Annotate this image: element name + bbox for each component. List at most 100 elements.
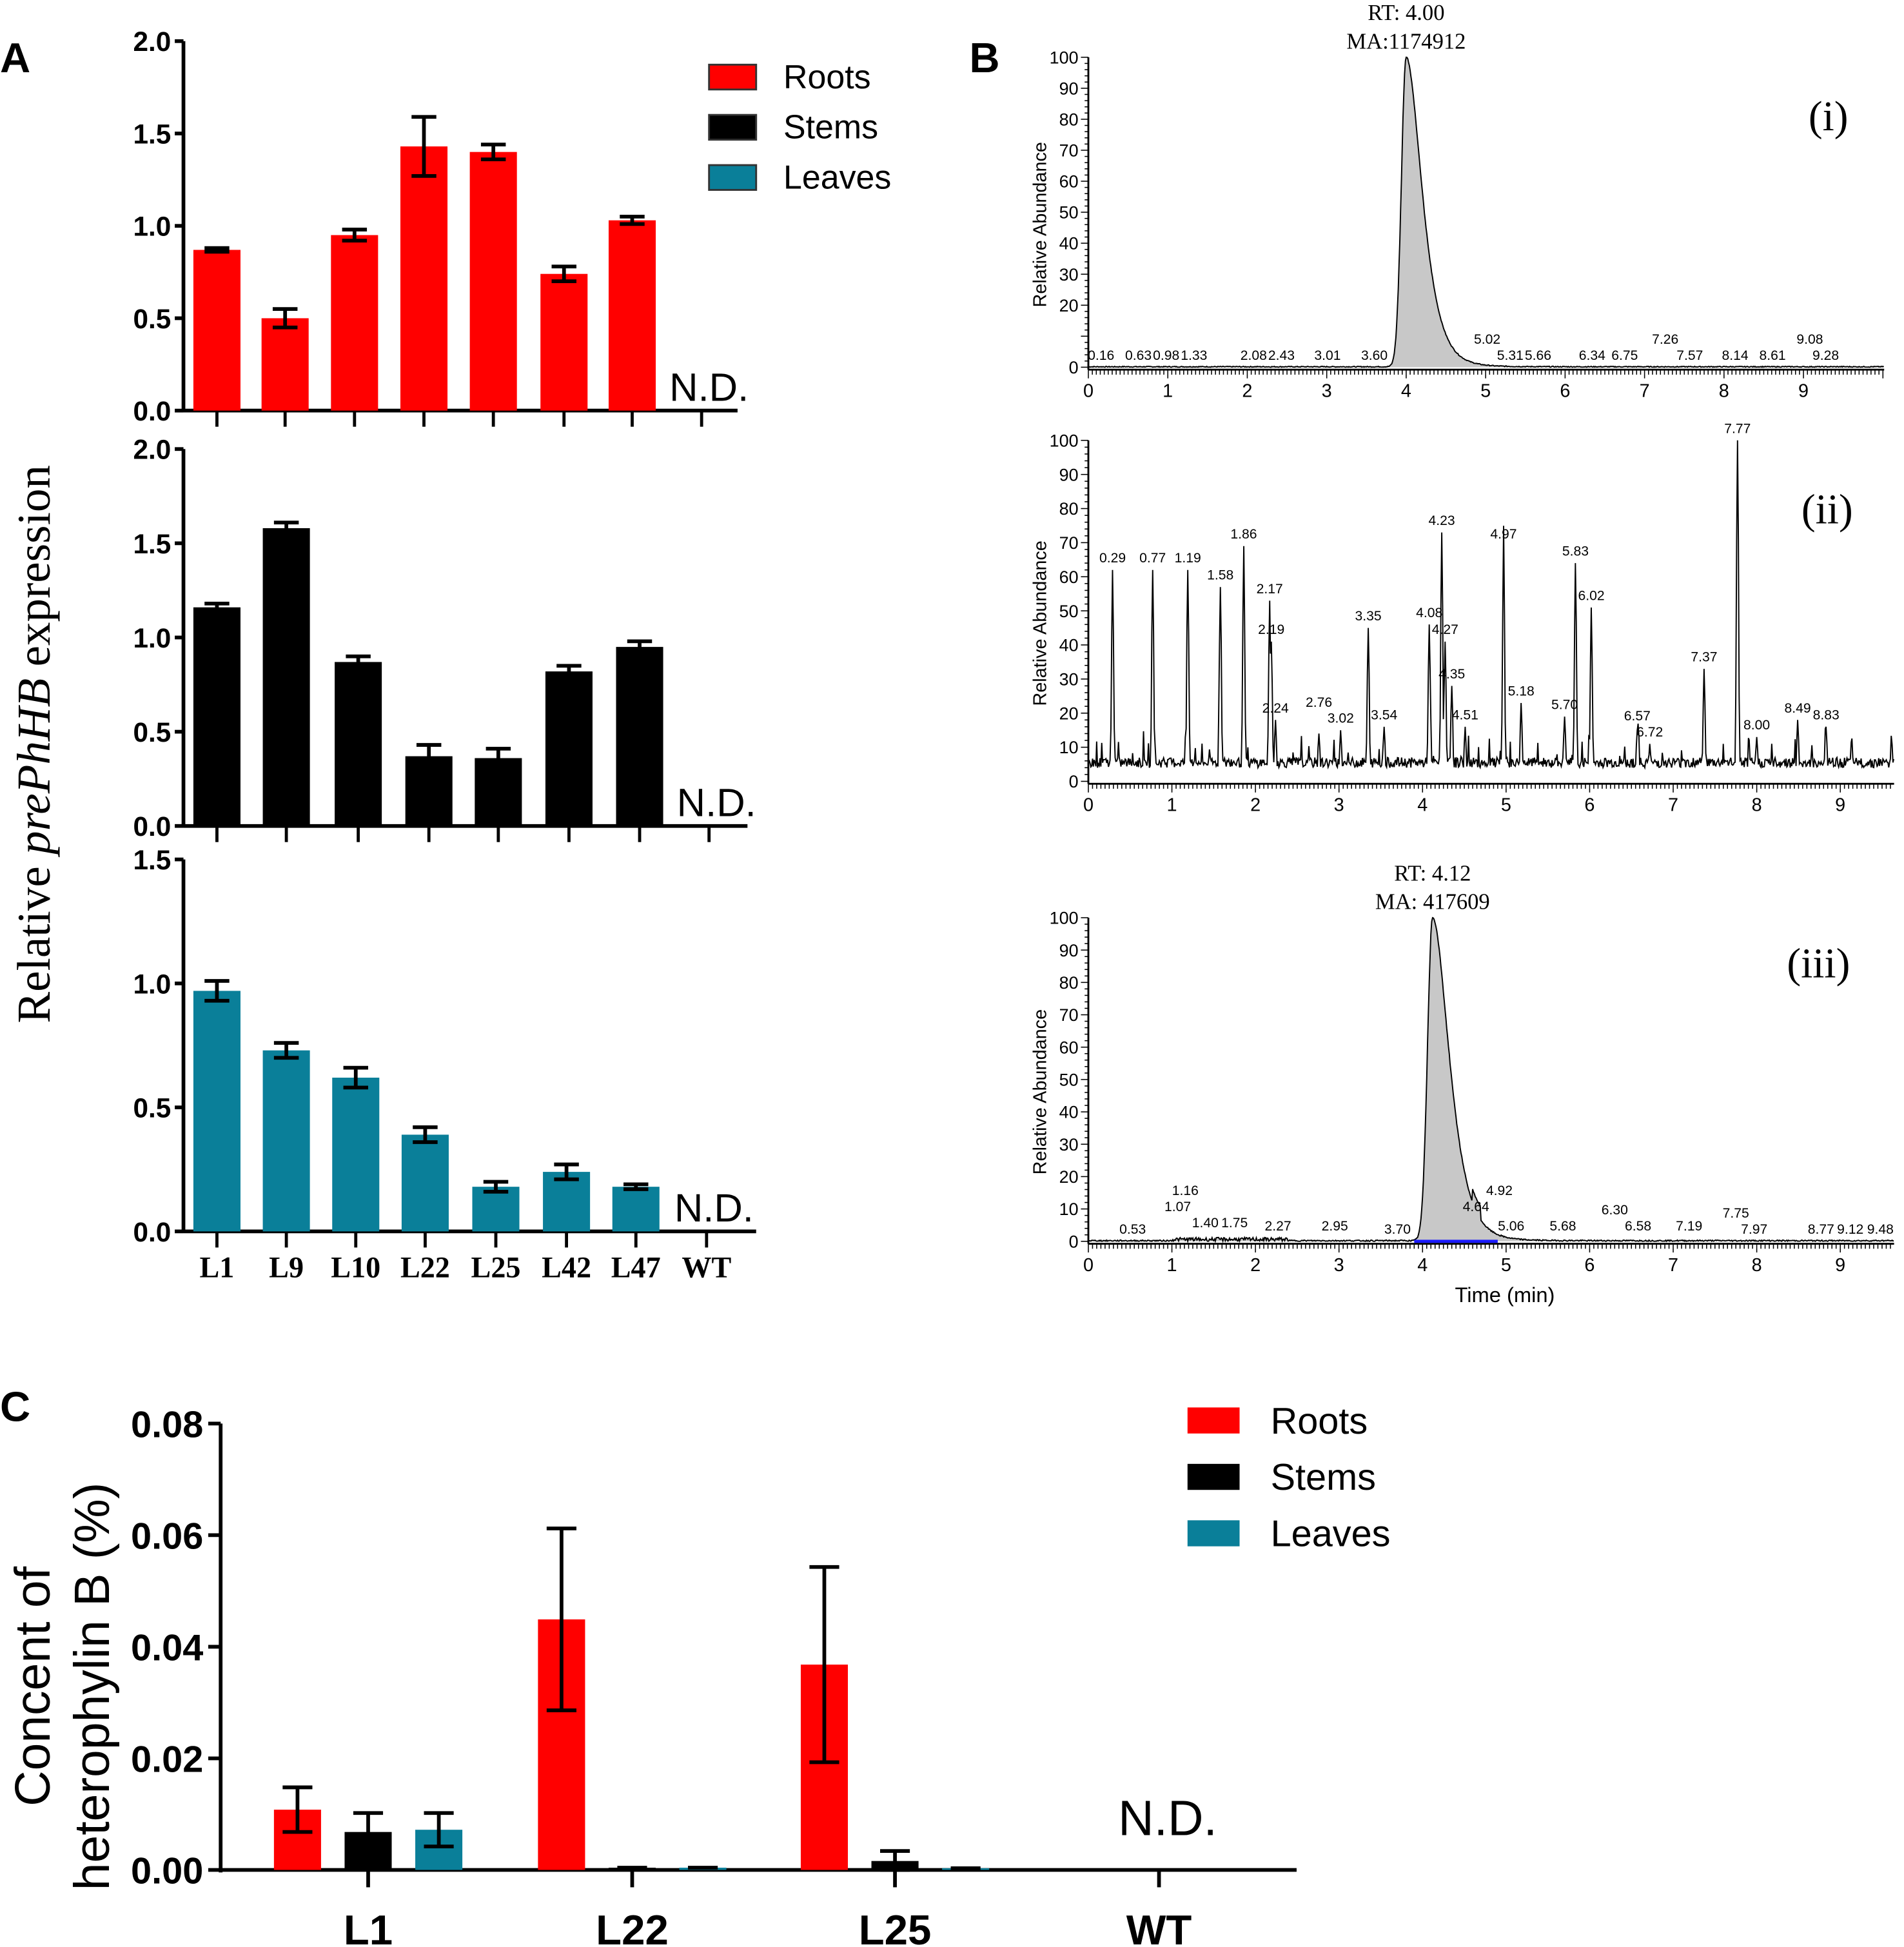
error-bar — [204, 246, 230, 254]
peak-label: 2.17 — [1257, 582, 1283, 597]
x-tick-label: WT — [1126, 1906, 1192, 1947]
error-bar — [353, 1811, 384, 1853]
peak-label: 1.33 — [1181, 348, 1207, 363]
chromatogram-label: (i) — [1809, 94, 1849, 140]
legend-label: Stems — [1271, 1457, 1376, 1498]
error-bar — [416, 743, 442, 770]
peak-label: 2.27 — [1265, 1219, 1291, 1234]
y-tick-label: 60 — [1059, 568, 1079, 587]
y-tick-label: 50 — [1059, 602, 1079, 621]
x-tick-label: 7 — [1668, 795, 1678, 816]
nd-annotation: N.D. — [677, 780, 756, 825]
y-tick-label: 0.0 — [133, 1217, 172, 1247]
x-tick-label: 2 — [1242, 381, 1252, 402]
nd-annotation: N.D. — [674, 1186, 754, 1230]
y-axis-label: Relative Abundance — [1030, 540, 1051, 706]
peak-label: 4.92 — [1486, 1183, 1513, 1198]
x-tick-label: 5 — [1501, 1255, 1511, 1276]
error-bar — [413, 1125, 438, 1144]
error-bar — [273, 1041, 299, 1060]
legend-swatch-stems — [1187, 1463, 1240, 1490]
bar-l47 — [612, 1187, 660, 1232]
bar-l42 — [543, 1172, 591, 1232]
peak-label: 0.29 — [1099, 551, 1126, 566]
y-tick-label: 1.0 — [133, 969, 172, 999]
x-tick-label: 7 — [1640, 381, 1650, 402]
y-axis-label: Relative Abundance — [1030, 142, 1051, 307]
y-tick-label: 1.5 — [133, 119, 172, 149]
y-tick-label: 0.00 — [131, 1851, 203, 1892]
peak-label: 7.75 — [1723, 1206, 1749, 1221]
peak-label: 4.23 — [1429, 513, 1455, 528]
peak-label: 6.75 — [1611, 348, 1638, 363]
peak-label: 5.68 — [1549, 1219, 1576, 1234]
x-tick-label: L9 — [269, 1251, 304, 1284]
peak-label: 8.14 — [1722, 348, 1749, 363]
peak-label: 3.01 — [1314, 348, 1340, 363]
x-tick-label: 7 — [1668, 1255, 1678, 1276]
bar-l42 — [540, 273, 588, 411]
peak-label: 5.66 — [1525, 348, 1551, 363]
x-tick-label: 4 — [1401, 381, 1411, 402]
y-tick-label: 0.04 — [131, 1628, 203, 1669]
trace-line — [1088, 56, 1885, 368]
peak-label: 5.18 — [1508, 684, 1535, 698]
bar-l10 — [332, 1077, 380, 1232]
bar-l10 — [335, 662, 382, 826]
legend-swatch-roots — [708, 63, 758, 91]
x-tick-label: L1 — [344, 1906, 393, 1947]
y-tick-label: 80 — [1059, 110, 1079, 129]
peak-label: 3.02 — [1328, 711, 1354, 726]
x-tick-label: 8 — [1752, 1255, 1762, 1276]
x-tick-label: L47 — [611, 1251, 661, 1284]
bar-l22 — [400, 146, 448, 411]
y-tick-label: 0.0 — [133, 811, 172, 842]
peak-label: 1.58 — [1207, 568, 1233, 583]
error-bar — [480, 143, 506, 161]
chromatogram-3: 0 10 20 30 40 50 60 70 80 90 100 0 1 2 3 4 5 6 7 8 9 Relative… — [1030, 861, 1894, 1276]
peak-label: 3.60 — [1361, 348, 1388, 363]
y-tick-label: 1.0 — [133, 212, 172, 242]
bar-l25 — [472, 1187, 520, 1232]
peak-label: 6.57 — [1624, 709, 1651, 724]
y-tick-label: 0 — [1069, 772, 1079, 791]
chromatogram-label: (ii) — [1801, 487, 1853, 533]
peak-label: 9.08 — [1796, 332, 1823, 347]
peak-label: 5.83 — [1562, 544, 1589, 559]
y-tick-label: 0 — [1069, 1232, 1079, 1251]
y-tick-label: 0.08 — [131, 1405, 203, 1446]
peak-label: 7.37 — [1691, 650, 1717, 665]
peak-area — [1088, 57, 1885, 368]
y-tick-label: 20 — [1059, 704, 1079, 723]
error-bar — [551, 264, 576, 284]
peak-label: 0.53 — [1119, 1222, 1146, 1237]
error-bar — [554, 1162, 579, 1181]
x-tick-label: 2 — [1250, 795, 1261, 816]
peak-label: 4.51 — [1452, 707, 1478, 722]
subplot-roots: 0.0 0.5 1.0 1.5 2.0 N.D. — [133, 26, 749, 427]
peak-label: 6.02 — [1578, 588, 1604, 603]
legend-swatch-leaves — [708, 164, 758, 191]
error-bar — [342, 228, 368, 243]
chromatogram-label: (iii) — [1787, 940, 1850, 987]
peak-label: 9.28 — [1812, 348, 1839, 363]
peak-label: 0.98 — [1153, 348, 1179, 363]
y-axis-label: Concent of — [5, 1566, 61, 1806]
y-axis-label: heterophylin B (%) — [64, 1483, 120, 1891]
y-tick-label: 10 — [1059, 1200, 1079, 1219]
error-bar — [411, 115, 437, 178]
peak-label: 7.97 — [1741, 1222, 1767, 1237]
y-tick-label: 50 — [1059, 1070, 1079, 1089]
y-tick-label: 1.0 — [133, 623, 172, 653]
x-tick-label: 6 — [1584, 795, 1595, 816]
peak-label: 1.19 — [1175, 551, 1201, 566]
y-tick-label: 0.0 — [133, 396, 172, 426]
error-bar — [272, 307, 298, 330]
x-tick-label: 8 — [1752, 795, 1762, 816]
peak-header: MA:1174912 — [1346, 29, 1466, 54]
legend-label: Leaves — [783, 159, 891, 196]
error-bar — [204, 979, 230, 1003]
peak-label: 5.06 — [1498, 1219, 1524, 1234]
